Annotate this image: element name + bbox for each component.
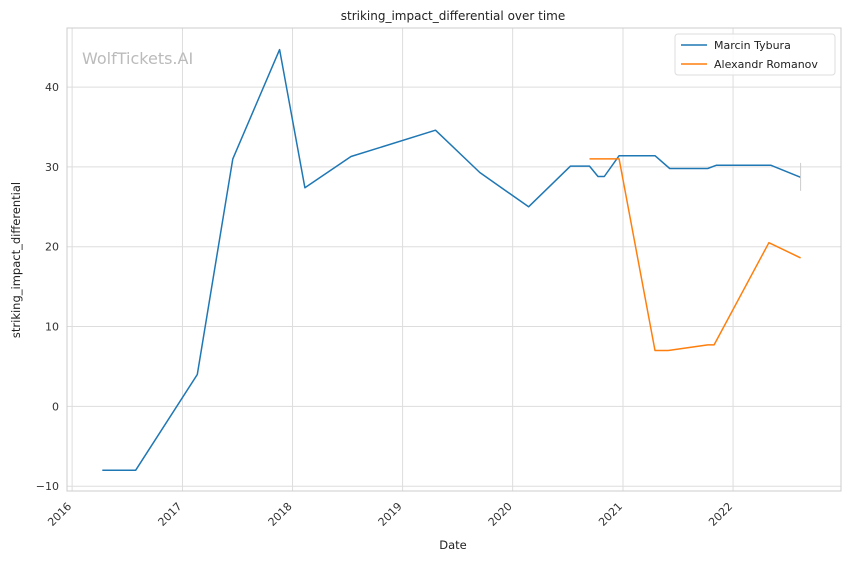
chart-title: striking_impact_differential over time — [341, 9, 566, 23]
y-ticks: −10 0 10 20 30 40 — [36, 81, 59, 493]
x-tick-label: 2020 — [486, 500, 515, 529]
y-tick-label: 0 — [52, 400, 59, 413]
x-tick-label: 2019 — [376, 500, 405, 529]
y-tick-label: −10 — [36, 480, 59, 493]
y-tick-label: 10 — [45, 321, 59, 334]
y-tick-label: 20 — [45, 241, 59, 254]
x-tick-label: 2017 — [156, 500, 185, 529]
y-axis-title: striking_impact_differential — [9, 182, 23, 338]
x-tick-label: 2022 — [706, 500, 735, 529]
x-axis-title: Date — [439, 538, 467, 552]
legend: Marcin Tybura Alexandr Romanov — [674, 33, 836, 76]
x-ticks: 2016 2017 2018 2019 2020 2021 2022 — [45, 500, 735, 529]
series-line-1 — [589, 158, 801, 352]
legend-label: Alexandr Romanov — [714, 58, 818, 71]
series-line-0 — [102, 48, 801, 471]
x-tick-label: 2021 — [596, 500, 625, 529]
x-tick-label: 2018 — [266, 500, 295, 529]
y-tick-label: 40 — [45, 81, 59, 94]
legend-label: Marcin Tybura — [714, 39, 791, 52]
grid — [67, 28, 841, 491]
legend-box — [674, 33, 836, 76]
watermark: WolfTickets.AI — [82, 49, 193, 68]
series-layer — [102, 48, 802, 471]
x-tick-label: 2016 — [45, 500, 74, 529]
plot-frame — [66, 27, 842, 492]
y-tick-label: 30 — [45, 161, 59, 174]
